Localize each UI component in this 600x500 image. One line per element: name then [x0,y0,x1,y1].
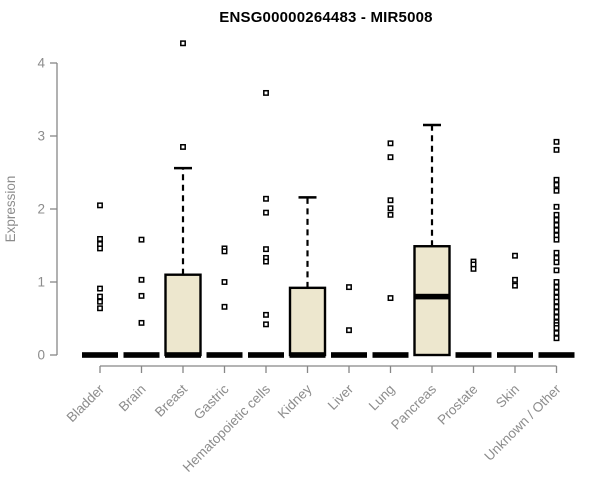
x-tick-label: Breast [152,381,190,419]
box [413,245,451,357]
y-axis-title: Expression [3,176,18,243]
x-tick-label: Gastric [191,381,232,422]
median-bar [414,293,450,300]
outlier-point [387,197,394,204]
box [164,273,202,357]
outlier-point [512,252,518,259]
outlier-point [553,211,560,218]
outlier-point [263,311,269,318]
outlier-point [553,236,560,243]
x-tick-label: Liver [325,381,357,413]
x-tick-label: Pancreas [388,381,439,432]
median-bar [372,352,409,358]
outlier-point [263,321,269,328]
median-bar [123,352,160,358]
outlier-point [263,89,269,96]
outlier-point [97,305,103,312]
outlier-point [553,227,560,234]
outlier-point [221,279,228,285]
outlier-point [470,265,477,272]
y-tick-label: 3 [37,129,45,144]
outlier-point [553,138,560,145]
x-tick-label: Kidney [275,381,315,421]
outlier-point [553,203,560,210]
box [288,286,327,357]
outlier-point [97,245,103,252]
x-tick-label: Unknown / Other [481,381,564,464]
outlier-point [138,236,145,243]
outlier-point [553,259,560,266]
outlier-point [97,285,103,292]
outlier-point [263,246,269,253]
outlier-point [553,181,560,188]
outlier-point [512,276,518,283]
outlier-point [553,279,560,285]
outlier-point [97,235,103,242]
outlier-point [553,314,560,320]
outlier-point [387,205,394,212]
x-tick-label: Lung [366,382,398,414]
outlier-point [553,222,560,229]
median-bar [455,352,492,358]
outlier-point [553,325,560,331]
x-tick-label: Skin [493,382,522,411]
x-tick-label: Brain [116,382,149,415]
outlier-point [553,267,560,274]
outlier-point [221,248,228,255]
outlier-point [553,308,560,315]
median-bar [538,352,575,358]
outlier-point [138,292,145,299]
x-tick-label: Prostate [434,382,480,428]
outlier-point [553,298,560,305]
outlier-point [180,40,186,47]
median-bar [248,352,284,358]
outlier-point [387,211,394,218]
outlier-point [97,293,103,300]
outlier-point [553,249,560,256]
outlier-point [553,217,560,223]
x-tick-label: Bladder [64,381,108,425]
outlier-point [387,140,394,147]
outlier-point [263,209,269,216]
median-bar [165,352,201,358]
median-bar [82,352,118,358]
outlier-point [387,154,394,161]
outlier-point [97,202,103,209]
outlier-point [97,298,103,305]
outlier-point [221,303,228,310]
outlier-point [263,195,269,202]
y-tick-label: 1 [37,275,45,290]
outlier-point [263,258,269,265]
outlier-point [180,144,186,150]
median-bar [331,352,367,358]
outlier-point [553,146,560,153]
chart-title: ENSG00000264483 - MIR5008 [219,9,433,26]
y-tick-label: 4 [37,56,45,71]
outlier-point [553,330,560,337]
outlier-point [553,284,560,291]
y-tick-label: 2 [37,202,45,217]
median-bar [497,352,533,358]
outlier-point [346,284,352,291]
outlier-point [553,187,560,194]
outlier-point [553,303,560,310]
outlier-point [512,282,518,289]
median-bar [206,352,243,358]
outlier-point [553,289,560,296]
outlier-point [346,327,352,334]
outlier-point [553,335,560,342]
outlier-point [138,319,145,326]
outlier-point [553,176,560,183]
y-tick-label: 0 [37,348,45,363]
outlier-point [138,276,145,283]
median-bar [289,352,326,358]
outlier-point [387,295,394,302]
